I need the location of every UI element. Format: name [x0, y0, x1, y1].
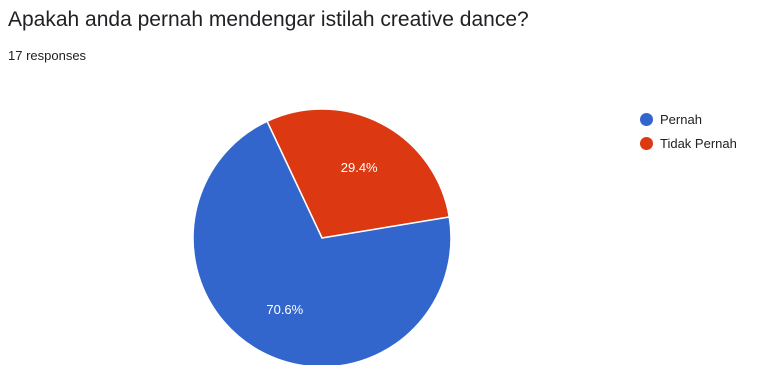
legend-item-pernah[interactable]: Pernah — [640, 108, 737, 130]
pie-slice-pernah[interactable] — [192, 120, 452, 365]
legend-item-tidak-pernah[interactable]: Tidak Pernah — [640, 132, 737, 154]
pie-label-pernah: 70.6% — [266, 302, 303, 317]
legend-swatch — [640, 112, 653, 126]
pie-label-tidak-pernah: 29.4% — [341, 160, 378, 175]
question-title: Apakah anda pernah mendengar istilah cre… — [8, 8, 529, 31]
legend-label: Tidak Pernah — [660, 135, 737, 151]
legend-swatch — [640, 136, 653, 150]
response-count: 17 responses — [8, 48, 87, 63]
chart-legend: Pernah Tidak Pernah — [640, 108, 737, 156]
legend-label: Pernah — [660, 111, 702, 127]
pie-slice-tidak-pernah[interactable] — [266, 108, 451, 239]
